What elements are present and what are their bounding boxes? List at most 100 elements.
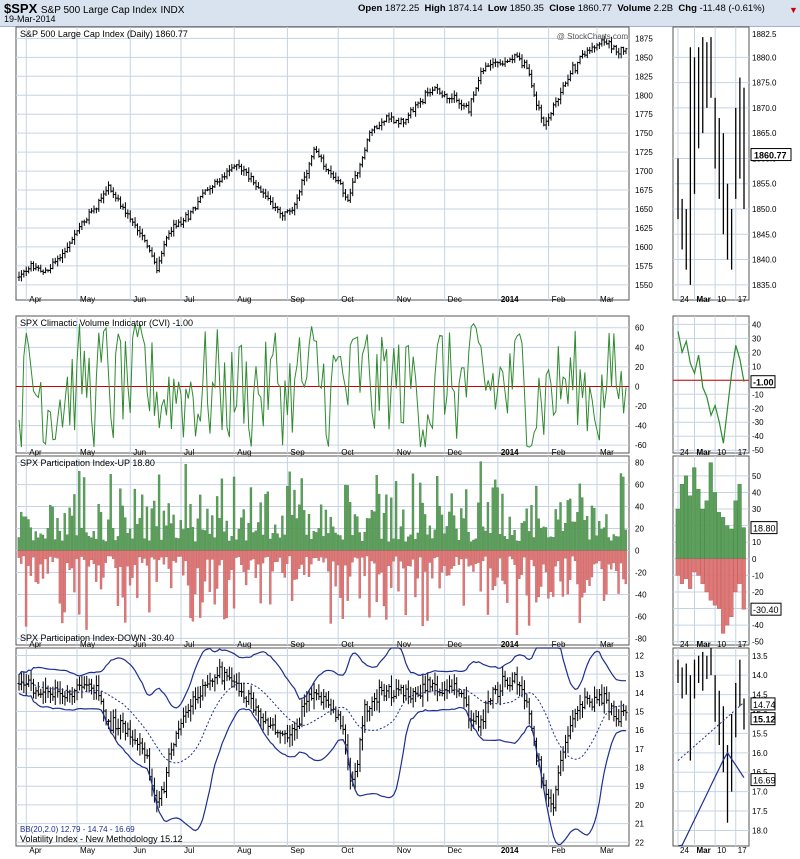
pi-down-bar xyxy=(373,550,376,564)
pi-down-bar xyxy=(552,550,555,597)
pi-down-bar xyxy=(578,550,582,623)
inset-x-axis-label: Mar xyxy=(697,640,711,649)
pi-up-bar xyxy=(559,502,562,551)
pi-up-bar xyxy=(300,478,303,551)
pi-down-bar xyxy=(319,550,323,558)
pi-up-bar xyxy=(148,540,151,551)
vix-axis-tick-label: 13 xyxy=(635,670,644,679)
pi-up-bar xyxy=(617,536,620,551)
cvi-axis-tick-label: -20 xyxy=(635,402,647,411)
pi-up-bar xyxy=(46,528,49,551)
pi-up-bar xyxy=(542,526,545,551)
price-axis-tick-label: 1675 xyxy=(635,186,653,195)
pi-up-bar xyxy=(602,527,606,551)
inset-pi-axis-tick-label: -50 xyxy=(752,638,764,647)
pi-up-bar xyxy=(104,541,108,551)
pi-down-bar xyxy=(399,550,403,562)
inset-vix-axis-tick-label: 16.0 xyxy=(752,749,768,758)
pi-up-bar xyxy=(373,511,376,551)
inset-pi-down-bar xyxy=(733,558,738,593)
pi-up-bar xyxy=(561,531,565,551)
pi-up-bar xyxy=(506,539,509,551)
pi-up-bar xyxy=(315,532,318,551)
price-axis-tick-label: 1825 xyxy=(635,72,653,81)
pi-up-bar xyxy=(293,489,296,551)
pi-up-bar xyxy=(128,528,132,551)
price-axis-tick-label: 1800 xyxy=(635,91,653,100)
pi-up-bar xyxy=(157,474,161,551)
inset-price-axis-tick-label: 1880.0 xyxy=(752,53,777,62)
pi-down-bar xyxy=(336,550,340,566)
pi-down-bar xyxy=(128,550,132,586)
inset-pi-down-bar xyxy=(700,558,705,584)
pi-up-bar xyxy=(322,536,325,551)
pi-down-bar xyxy=(172,550,175,561)
pi-up-bar xyxy=(382,513,386,551)
pi-down-bar xyxy=(402,550,405,569)
pi-down-bar xyxy=(102,550,105,578)
pi-up-bar xyxy=(472,539,475,551)
pi-up-bar xyxy=(114,540,117,551)
pi-up-bar xyxy=(440,514,444,551)
pi-up-bar xyxy=(479,461,482,551)
pi-up-bar xyxy=(22,516,25,551)
pi-down-bar xyxy=(78,550,81,615)
inset-x-axis-label: 17 xyxy=(738,448,747,457)
price-axis-tick-label: 1550 xyxy=(635,281,653,290)
pi-up-bar xyxy=(143,538,146,551)
x-axis-month-label: Oct xyxy=(341,295,354,304)
pi-down-bar xyxy=(593,550,596,565)
inset-pi-down-bar xyxy=(712,558,717,606)
pi-down-bar xyxy=(119,550,122,567)
open-label: Open xyxy=(358,3,383,14)
inset-price-axis-tick-label: 1875.0 xyxy=(752,79,777,88)
pi-up-bar xyxy=(462,518,465,551)
pi-down-bar xyxy=(525,550,528,596)
pi-down-bar xyxy=(80,550,83,557)
cvi-axis-tick-label: 0 xyxy=(635,382,640,391)
pi-up-bar xyxy=(614,536,618,551)
pi-up-bar xyxy=(218,518,221,551)
pi-down-bar xyxy=(477,550,480,563)
pi-down-bar xyxy=(438,550,441,589)
pi-up-bar xyxy=(307,514,311,551)
cvi-line xyxy=(18,322,627,448)
pi-down-bar xyxy=(392,550,395,562)
pi-down-bar xyxy=(92,550,95,564)
pi-up-bar xyxy=(220,478,224,551)
pi-down-bar xyxy=(317,550,320,561)
last-vix-box-0 xyxy=(750,697,776,711)
pi-down-bar xyxy=(559,550,562,582)
pi-up-bar xyxy=(68,507,71,551)
inset-pi-down-bar xyxy=(683,558,689,579)
vix-axis-tick-label: 20 xyxy=(635,801,644,810)
pi-up-bar xyxy=(573,521,577,551)
pi-up-bar xyxy=(392,538,395,551)
pi-up-bar xyxy=(324,509,328,551)
inset-vix-axis-tick-label: 15.5 xyxy=(752,729,768,738)
pi-up-bar xyxy=(600,529,603,551)
price-axis-tick-label: 1650 xyxy=(635,205,653,214)
pi-up-bar xyxy=(41,534,45,551)
pi-down-bar xyxy=(549,550,552,593)
pi-up-bar xyxy=(498,533,502,551)
pi-up-bar xyxy=(394,481,398,551)
pi-down-bar xyxy=(327,550,330,572)
x-axis-month-label: Nov xyxy=(397,640,411,649)
inset-pi-axis-tick-label: 50 xyxy=(752,472,761,481)
x-axis-month-label: Aug xyxy=(237,846,251,855)
pi-up-bar xyxy=(576,512,579,551)
pi-down-bar xyxy=(315,550,318,558)
pi-down-bar xyxy=(573,550,577,562)
pi-down-bar xyxy=(617,550,620,594)
inset-pi-down-bar xyxy=(708,558,713,601)
pi-up-bar xyxy=(102,539,105,551)
pi-down-bar xyxy=(310,550,313,565)
inset-pi-down-bar xyxy=(721,558,726,634)
price-axis-tick-label: 1750 xyxy=(635,129,653,138)
pi-up-bar xyxy=(544,527,548,551)
pi-up-bar xyxy=(90,537,93,551)
pi-down-bar xyxy=(539,550,543,587)
pi-up-bar xyxy=(421,502,424,551)
last-vix-label-1: 15.12 xyxy=(753,715,776,725)
